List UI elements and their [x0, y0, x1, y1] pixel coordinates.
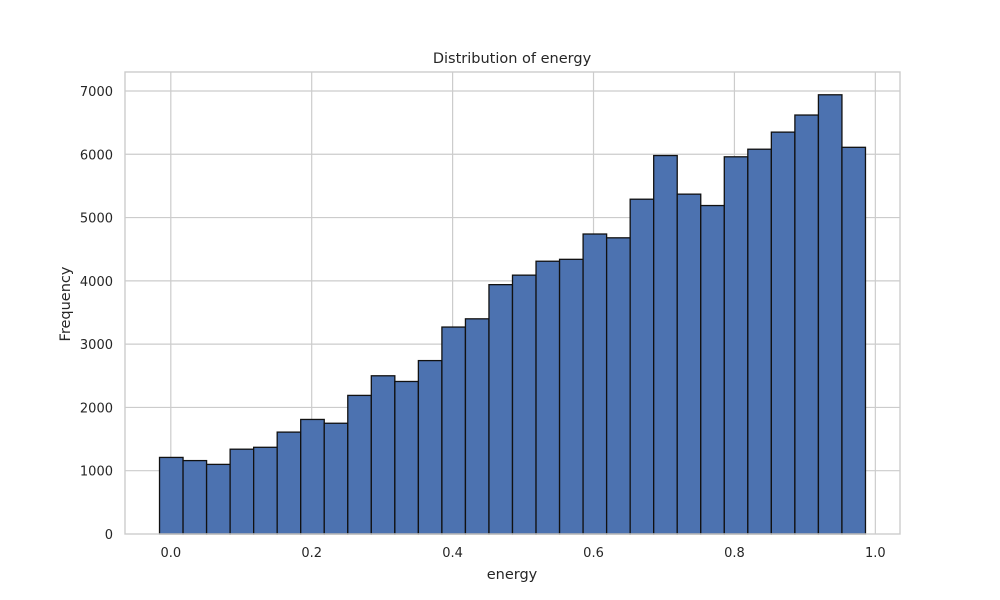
histogram-bar [700, 204, 725, 535]
y-tick-label: 0 [105, 528, 113, 543]
histogram-bar [417, 359, 443, 535]
histogram-bar [511, 274, 537, 535]
histogram-bar [370, 375, 396, 535]
histogram-bar [723, 156, 749, 535]
y-axis-label: Frequency [58, 266, 74, 341]
y-tick-label: 1000 [80, 465, 113, 480]
y-tick-label: 4000 [80, 275, 113, 290]
histogram-bar [323, 422, 349, 535]
histogram-bar [770, 131, 796, 535]
x-tick-label: 1.0 [865, 546, 886, 561]
histogram-bar [300, 418, 325, 535]
histogram-bar [205, 463, 231, 535]
histogram-bar [394, 380, 420, 535]
histogram-bar [817, 94, 843, 535]
histogram-bar [535, 260, 561, 535]
histogram-bar [464, 318, 490, 535]
chart-title: Distribution of energy [433, 51, 592, 67]
histogram-bar [582, 233, 608, 535]
x-tick-label: 0.4 [442, 546, 463, 561]
x-axis-label: energy [487, 567, 538, 583]
y-axis-ticks: 0 1000 2000 3000 4000 5000 6000 7000 [80, 85, 113, 543]
histogram-bar [347, 394, 372, 535]
plot-frame [124, 71, 901, 535]
histogram-bar [558, 258, 584, 535]
histogram-bar [676, 193, 702, 535]
histogram-bar [158, 456, 184, 535]
histogram-bar [252, 446, 278, 535]
y-tick-label: 6000 [80, 148, 113, 163]
x-tick-label: 0.8 [724, 546, 745, 561]
histogram-bar [794, 114, 820, 535]
histogram-bar [747, 148, 772, 535]
x-tick-label: 0.0 [160, 546, 181, 561]
histogram-bar [488, 283, 514, 535]
histogram-bar [182, 459, 208, 535]
y-tick-label: 3000 [80, 338, 113, 353]
y-tick-label: 7000 [80, 85, 113, 100]
histogram-bar [441, 326, 467, 535]
x-tick-label: 0.2 [301, 546, 322, 561]
y-tick-label: 2000 [80, 401, 113, 416]
y-tick-label: 5000 [80, 212, 113, 227]
histogram-bar [653, 154, 678, 535]
x-tick-label: 0.6 [583, 546, 604, 561]
histogram-bars [158, 94, 867, 535]
histogram-bar [629, 198, 655, 535]
histogram-bar [605, 237, 631, 535]
histogram-bar [229, 448, 255, 535]
x-axis-ticks: 0.0 0.2 0.4 0.6 0.8 1.0 [160, 546, 885, 561]
histogram-bar [276, 431, 302, 535]
histogram-bar [841, 146, 867, 535]
